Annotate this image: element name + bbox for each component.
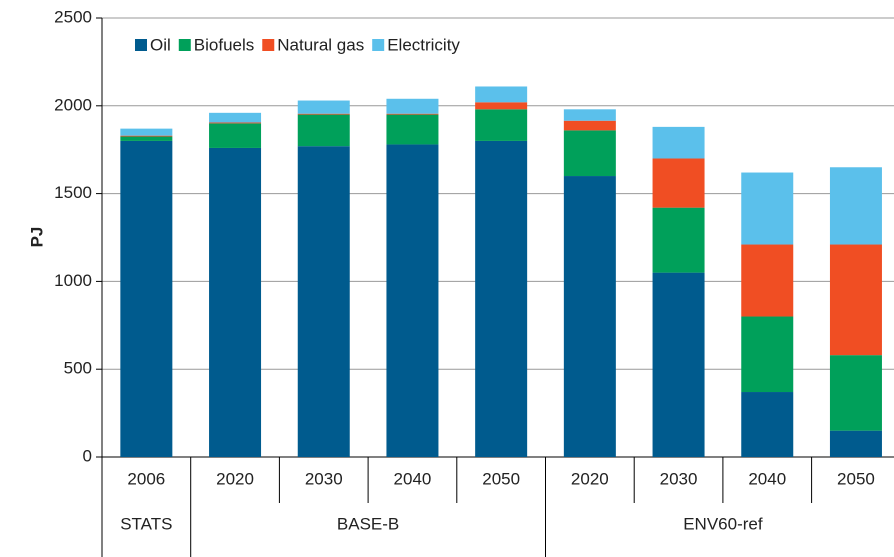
bar-segment	[741, 392, 794, 457]
bar-segment	[386, 98, 439, 114]
bar-segment	[652, 272, 705, 457]
x-tick-label: 2020	[571, 469, 609, 488]
bar-segment	[297, 113, 350, 115]
legend-swatch	[178, 39, 191, 51]
bar-segment	[209, 123, 262, 148]
bar-segment	[741, 244, 794, 317]
legend-swatch	[262, 39, 275, 51]
bar-segment	[297, 114, 350, 147]
bar-segment	[386, 144, 439, 457]
bar-segment	[563, 176, 616, 458]
bar-segment	[741, 172, 794, 245]
x-tick-label: 2030	[660, 469, 698, 488]
bar-segment	[209, 112, 262, 123]
bar-segment	[475, 109, 528, 141]
bar-segment	[741, 316, 794, 393]
legend-swatch	[135, 39, 147, 51]
bar-segment	[475, 86, 528, 103]
x-tick-label: 2040	[394, 469, 432, 488]
bar-segment	[475, 102, 528, 110]
bar-segment	[386, 114, 439, 145]
bar-segment	[563, 109, 616, 121]
bar-segment	[386, 113, 439, 115]
bar-segment	[829, 244, 882, 356]
bar-segment	[829, 167, 882, 245]
y-tick-label: 0	[83, 446, 92, 465]
bar-segment	[829, 430, 882, 457]
bar-segment	[652, 207, 705, 273]
y-tick-label: 500	[64, 359, 92, 378]
legend-label: Natural gas	[277, 35, 364, 54]
x-tick-label: 2030	[305, 469, 343, 488]
legend-label: Biofuels	[194, 35, 254, 54]
bar-segment	[652, 126, 705, 159]
bar-segment	[563, 120, 616, 131]
x-tick-label: 2006	[127, 469, 165, 488]
bar-segment	[120, 136, 173, 141]
x-tick-label: 2050	[482, 469, 520, 488]
bar-segment	[563, 130, 616, 177]
legend-swatch	[372, 39, 385, 51]
y-axis-label: PJ	[27, 227, 46, 248]
bar-segment	[120, 140, 173, 458]
bar-segment	[652, 158, 705, 208]
bar-segment	[475, 140, 528, 458]
bar-segment	[297, 146, 350, 458]
bar-segment	[209, 147, 262, 457]
group-label: ENV60-ref	[683, 514, 763, 533]
bar-segment	[120, 135, 173, 137]
legend-label: Oil	[150, 35, 171, 54]
bar-segment	[297, 100, 350, 114]
x-tick-label: 2040	[748, 469, 786, 488]
legend-label: Electricity	[387, 35, 460, 54]
bar-segment	[829, 355, 882, 431]
group-label: BASE-B	[337, 514, 399, 533]
x-tick-label: 2050	[837, 469, 875, 488]
y-tick-label: 1000	[54, 271, 92, 290]
y-tick-label: 2000	[54, 95, 92, 114]
y-tick-label: 1500	[54, 183, 92, 202]
bar-segment	[120, 128, 173, 136]
x-tick-label: 2020	[216, 469, 254, 488]
bar-segment	[209, 122, 262, 124]
y-tick-label: 2500	[54, 7, 92, 26]
group-label: STATS	[120, 514, 172, 533]
